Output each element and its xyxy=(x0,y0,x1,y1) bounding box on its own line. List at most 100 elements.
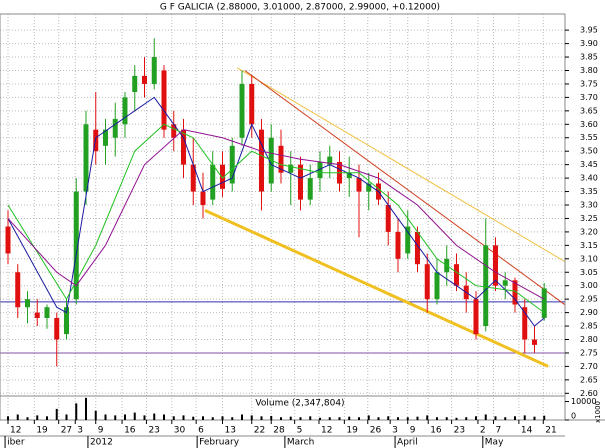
candle-body xyxy=(502,280,508,286)
y-tick-label: 3.15 xyxy=(580,241,598,250)
candle-body xyxy=(366,183,372,192)
y-tick-label: 3.95 xyxy=(580,26,598,35)
volume-unit: x1000 xyxy=(594,401,602,423)
candle-body xyxy=(73,191,79,300)
x-tick-label: 23 xyxy=(454,426,465,436)
x-tick-label: 13 xyxy=(224,426,235,436)
y-tick-label: 3.35 xyxy=(580,187,598,196)
candle-body xyxy=(112,118,118,138)
candle-body xyxy=(200,191,206,205)
x-tick-label: 12 xyxy=(10,426,21,436)
trend-line xyxy=(204,209,549,368)
y-tick-label: 3.45 xyxy=(580,160,598,169)
y-tick-label: 3.85 xyxy=(580,53,598,62)
x-tick-label: 26 xyxy=(370,426,382,436)
candle-body xyxy=(414,231,420,265)
y-tick-label: 2.65 xyxy=(580,375,598,384)
y-tick-label: 3.40 xyxy=(580,174,598,183)
month-label: March xyxy=(287,438,314,448)
candle-body xyxy=(219,164,225,189)
candle-body xyxy=(132,75,138,93)
candle-body xyxy=(24,299,30,308)
candle-body xyxy=(249,83,255,125)
y-tick-label: 3.70 xyxy=(580,93,598,102)
candle-body xyxy=(473,299,479,335)
candle-body xyxy=(102,129,108,146)
candle-body xyxy=(180,129,186,165)
candle-body xyxy=(434,272,440,300)
x-tick-label: 19 xyxy=(36,426,48,436)
x-tick-label: 12 xyxy=(321,426,332,436)
y-tick-label: 3.75 xyxy=(580,79,598,88)
x-tick-label: 22 xyxy=(254,426,265,436)
candle-body xyxy=(424,264,430,300)
y-tick-label: 2.90 xyxy=(580,308,598,317)
month-label: 2012 xyxy=(90,438,113,448)
x-tick-label: 14 xyxy=(521,426,533,436)
trend-line xyxy=(236,67,565,262)
moving-average xyxy=(7,96,545,327)
candle-body xyxy=(83,124,89,192)
month-label: February xyxy=(199,438,240,448)
candle-body xyxy=(54,317,60,340)
y-tick-label: 2.60 xyxy=(580,389,598,398)
y-tick-label: 2.80 xyxy=(580,335,598,344)
trend-line xyxy=(244,70,566,305)
moving-average xyxy=(7,123,545,314)
candle-body xyxy=(44,307,50,318)
month-label: April xyxy=(397,438,418,448)
plot xyxy=(0,38,566,368)
candle-body xyxy=(141,75,147,84)
candle-body xyxy=(63,307,69,335)
x-tick-label: 3 xyxy=(392,426,398,436)
candle-body xyxy=(171,124,177,138)
y-tick-label: 3.60 xyxy=(580,120,598,129)
candle-body xyxy=(346,172,352,179)
volume-title: Volume (2,347,804) xyxy=(255,399,344,409)
chart-title: G F GALICIA (2.88000, 3.01000, 2.87000, … xyxy=(160,3,440,13)
candle-body xyxy=(541,288,547,318)
month-label: May xyxy=(485,438,504,448)
candle-body xyxy=(307,178,313,200)
candle-body xyxy=(15,272,21,308)
x-tick-label: 9 xyxy=(410,426,416,436)
y-tick-label: 3.05 xyxy=(580,268,598,277)
x-tick-label: 28 xyxy=(273,426,285,436)
y-tick-label: 3.55 xyxy=(580,133,598,142)
candle-body xyxy=(297,164,303,200)
x-tick-label: 21 xyxy=(545,426,556,436)
candle-body xyxy=(190,164,196,192)
candle-body xyxy=(405,226,411,254)
candle-body xyxy=(161,70,167,130)
x-tick-label: 30 xyxy=(174,426,186,436)
candle-body xyxy=(5,226,11,254)
candle-body xyxy=(278,145,284,173)
x-tick-label: 16 xyxy=(430,426,442,436)
moving-average xyxy=(7,129,545,300)
y-tick-label: 3.30 xyxy=(580,201,598,210)
y-tick-label: 3.65 xyxy=(580,106,598,115)
candle-body xyxy=(122,97,128,125)
y-tick-label: 2.95 xyxy=(580,295,598,304)
x-tick-label: 5 xyxy=(297,426,303,436)
x-tick-label: 2 xyxy=(480,426,486,436)
volume-tick-label: 10000 xyxy=(571,397,596,406)
y-tick-label: 3.10 xyxy=(580,254,598,263)
y-tick-label: 3.20 xyxy=(580,227,598,236)
candle-body xyxy=(288,164,294,173)
y-tick-label: 2.70 xyxy=(580,362,598,371)
candle-body xyxy=(151,57,157,84)
month-label: iber xyxy=(7,438,25,448)
candle-body xyxy=(317,161,323,179)
y-tick-label: 3.00 xyxy=(580,281,598,290)
x-tick-label: 16 xyxy=(124,426,136,436)
candle-body xyxy=(356,178,362,192)
candle-body xyxy=(327,156,333,165)
candle-body xyxy=(210,164,216,200)
candle-body xyxy=(531,339,537,345)
x-tick-label: 23 xyxy=(148,426,159,436)
candle-body xyxy=(385,205,391,232)
candle-body xyxy=(395,231,401,259)
